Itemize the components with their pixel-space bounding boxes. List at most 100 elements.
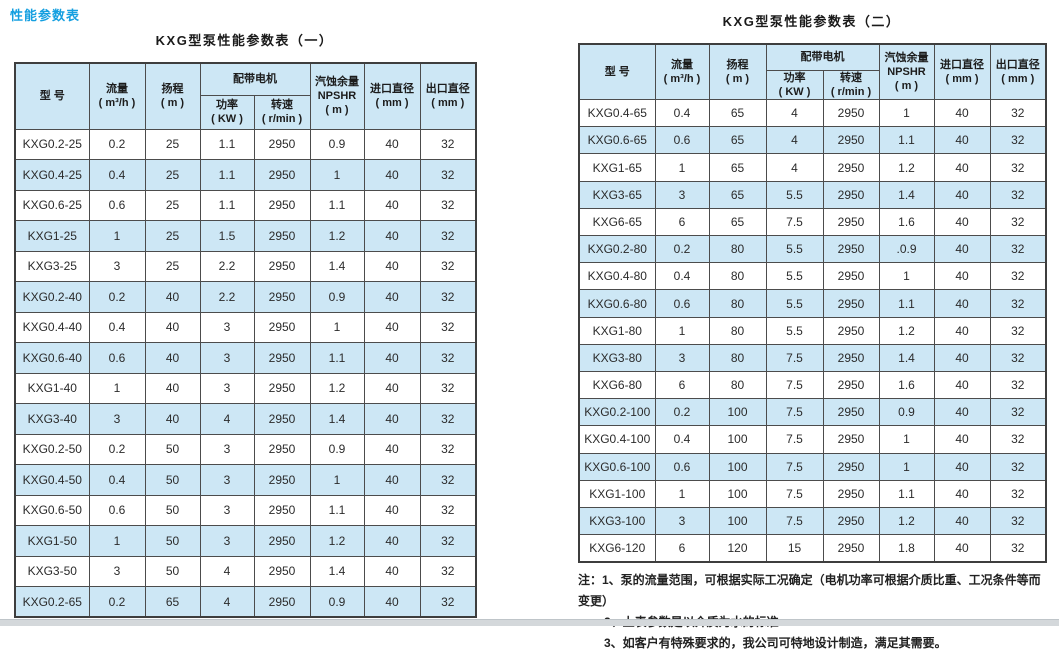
value-cell: 7.5 (765, 452, 824, 481)
value-cell: 0.9 (309, 281, 365, 313)
value-cell: 0.6 (654, 452, 710, 481)
value-cell: 65 (144, 586, 201, 618)
value-cell: 2950 (822, 425, 880, 454)
value-cell: 6 (654, 207, 710, 237)
value-cell: 7.5 (765, 479, 824, 508)
value-cell: 5.5 (765, 262, 824, 291)
table2-title: KXG型泵性能参数表（二） (722, 14, 901, 29)
table-row: KXG0.2-25 0.2 25 1.1 2950 0.9 40 32 (14, 128, 477, 160)
value-cell: 2950 (253, 433, 311, 465)
value-cell: 40 (933, 316, 991, 345)
value-cell: 2950 (822, 343, 880, 372)
value-cell: 40 (363, 433, 421, 465)
value-cell: 80 (708, 289, 767, 318)
value-cell: 1.2 (309, 220, 365, 252)
value-cell: 3 (199, 433, 255, 465)
value-cell: 0.4 (654, 99, 710, 128)
value-cell: 1.4 (309, 250, 365, 282)
value-cell: 1.1 (309, 189, 365, 221)
value-cell: 2950 (253, 494, 311, 526)
value-cell: 40 (363, 342, 421, 374)
value-cell: 32 (419, 494, 477, 526)
value-cell: 32 (419, 586, 477, 618)
value-cell: 40 (363, 250, 421, 282)
value-cell: 1.8 (878, 534, 935, 563)
value-cell: 1.2 (878, 316, 935, 345)
model-cell: KXG0.4-65 (578, 99, 656, 128)
value-cell: 0.2 (654, 398, 710, 427)
model-cell: KXG1-65 (578, 153, 656, 182)
value-cell: 40 (363, 403, 421, 435)
model-cell: KXG0.2-50 (14, 433, 90, 465)
value-cell: 40 (363, 220, 421, 252)
value-cell: 25 (144, 159, 201, 191)
value-cell: 25 (144, 189, 201, 221)
value-cell: 2950 (253, 525, 311, 557)
value-cell: 50 (144, 525, 201, 557)
model-cell: KXG1-25 (14, 220, 90, 252)
value-cell: 1 (309, 159, 365, 191)
value-cell: 1.6 (878, 370, 935, 400)
value-cell: 2950 (822, 235, 880, 264)
value-cell: 1 (654, 479, 710, 508)
value-cell: 32 (419, 281, 477, 313)
table-row: KXG6-120 6 120 15 2950 1.8 40 32 (578, 534, 1047, 563)
value-cell: 5.5 (765, 316, 824, 345)
value-cell: 40 (363, 128, 421, 160)
value-cell: 2950 (253, 281, 311, 313)
table-row: KXG0.2-80 0.2 80 5.5 2950.0.9 40 32 (578, 235, 1047, 264)
performance-table-1: 型 号 流量( m³/h ) 扬程( m ) 配带电机 汽蚀余量 NPSHR( m… (14, 62, 477, 618)
value-cell: 2950 (822, 506, 880, 536)
col-inlet: 进口直径( mm ) (363, 62, 421, 130)
value-cell: 1.2 (878, 506, 935, 536)
value-cell: 40 (363, 311, 421, 343)
col-npshr: 汽蚀余量 NPSHR( m ) (309, 62, 365, 130)
value-cell: 3 (88, 555, 146, 587)
table-row: KXG3-80 3 80 7.5 2950 1.4 40 32 (578, 343, 1047, 372)
value-cell: 4 (199, 403, 255, 435)
value-cell: 40 (933, 343, 991, 372)
value-cell: 40 (363, 525, 421, 557)
value-cell: 2950 (253, 403, 311, 435)
value-cell: 1.2 (878, 153, 935, 182)
model-cell: KXG6-65 (578, 207, 656, 237)
value-cell: 32 (989, 343, 1047, 372)
value-cell: 1.2 (309, 372, 365, 404)
model-cell: KXG0.2-65 (14, 586, 90, 618)
value-cell: 50 (144, 555, 201, 587)
value-cell: 32 (419, 372, 477, 404)
table-row: KXG0.2-65 0.2 65 4 2950 0.9 40 32 (14, 586, 477, 618)
value-cell: 2950 (253, 250, 311, 282)
table1-title: KXG型泵性能参数表（一） (155, 33, 334, 48)
value-cell: 2950 (253, 586, 311, 618)
table-row: KXG3-25 3 25 2.2 2950 1.4 40 32 (14, 250, 477, 282)
model-cell: KXG3-40 (14, 403, 90, 435)
value-cell: 1.2 (309, 525, 365, 557)
col-power: 功率( KW ) (765, 69, 824, 101)
value-cell: 4 (765, 126, 824, 155)
value-cell: 80 (708, 235, 767, 264)
table-row: KXG3-100 3 100 7.5 2950 1.2 40 32 (578, 506, 1047, 536)
value-cell: 2950 (822, 316, 880, 345)
table-row: KXG1-80 1 80 5.5 2950 1.2 40 32 (578, 316, 1047, 345)
value-cell: 100 (708, 452, 767, 481)
col-model: 型 号 (578, 43, 656, 101)
value-cell: 2.2 (199, 281, 255, 313)
value-cell: 32 (989, 479, 1047, 508)
model-cell: KXG0.6-65 (578, 126, 656, 155)
value-cell: 32 (989, 370, 1047, 400)
value-cell: 7.5 (765, 398, 824, 427)
value-cell: 32 (989, 207, 1047, 237)
col-flow: 流量( m³/h ) (88, 62, 146, 130)
col-flow: 流量( m³/h ) (654, 43, 710, 101)
value-cell: 0.4 (88, 311, 146, 343)
value-cell: 0.4 (88, 159, 146, 191)
value-cell: 100 (708, 425, 767, 454)
model-cell: KXG0.6-40 (14, 342, 90, 374)
value-cell: 40 (933, 370, 991, 400)
value-cell: 2950 (253, 128, 311, 160)
value-cell: 1.1 (309, 342, 365, 374)
value-cell: 32 (989, 425, 1047, 454)
table2-body: KXG0.4-65 0.4 65 4 2950 1 40 32 KXG0.6-65 0.6 65 4 2… (578, 99, 1047, 563)
value-cell: 0.9 (309, 128, 365, 160)
